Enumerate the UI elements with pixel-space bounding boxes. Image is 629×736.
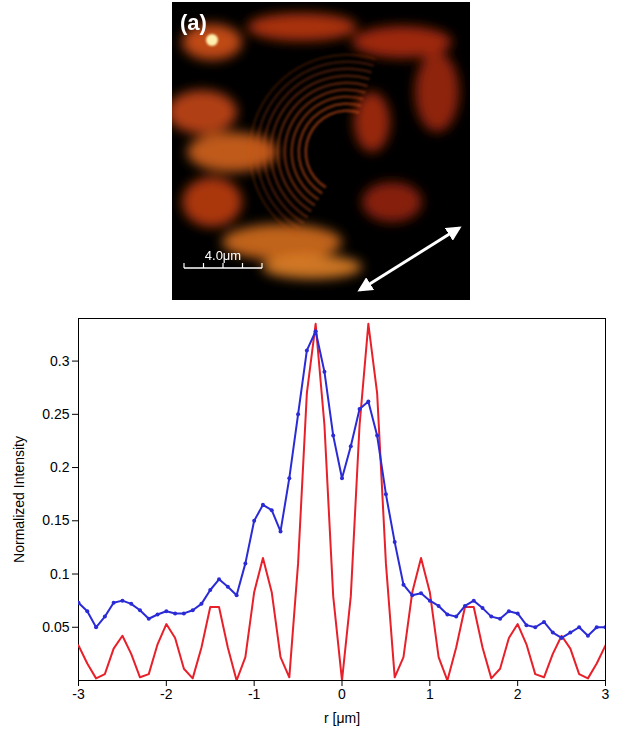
svg-text:-3: -3 [72,686,85,702]
svg-text:4.0μm: 4.0μm [205,248,241,263]
svg-text:-1: -1 [248,686,261,702]
svg-text:3: 3 [602,686,610,702]
svg-text:0.05: 0.05 [42,619,69,635]
svg-text:(a): (a) [180,10,207,35]
svg-text:0.15: 0.15 [42,512,69,528]
svg-text:0: 0 [338,686,346,702]
svg-text:-2: -2 [160,686,173,702]
svg-text:Normalized Intensity: Normalized Intensity [11,436,27,563]
svg-text:0.25: 0.25 [42,406,69,422]
svg-text:0.2: 0.2 [50,459,70,475]
svg-text:1: 1 [426,686,434,702]
svg-text:r [μm]: r [μm] [324,710,360,726]
svg-text:2: 2 [514,686,522,702]
svg-text:0.1: 0.1 [50,566,70,582]
svg-text:0.3: 0.3 [50,353,70,369]
